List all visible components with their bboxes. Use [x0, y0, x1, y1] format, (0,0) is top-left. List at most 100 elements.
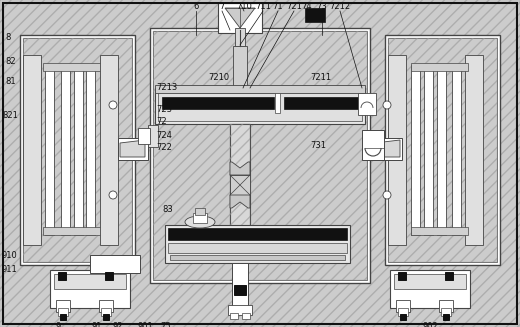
Bar	[148, 125, 158, 147]
Bar	[411, 63, 468, 71]
Text: 91: 91	[92, 322, 102, 327]
Bar	[45, 65, 54, 235]
Bar	[50, 270, 130, 308]
Bar	[43, 227, 100, 235]
Bar	[232, 263, 248, 308]
Text: 92: 92	[113, 322, 123, 327]
Text: 910: 910	[2, 250, 18, 260]
Bar	[101, 308, 111, 316]
Circle shape	[109, 191, 117, 199]
Text: 74: 74	[302, 2, 313, 11]
Text: 7: 7	[219, 2, 225, 11]
Text: 723: 723	[156, 106, 172, 114]
Bar	[394, 274, 466, 289]
Bar	[58, 308, 68, 316]
Bar	[74, 65, 83, 235]
Bar	[230, 124, 250, 254]
Text: 8: 8	[5, 33, 10, 43]
Ellipse shape	[185, 216, 215, 228]
Polygon shape	[230, 195, 250, 208]
Bar	[233, 46, 247, 91]
Bar	[372, 138, 402, 160]
Text: 9: 9	[55, 322, 61, 327]
Bar	[400, 314, 406, 320]
Text: 731: 731	[310, 141, 326, 149]
Bar	[275, 93, 280, 113]
Polygon shape	[225, 8, 255, 28]
Bar	[235, 28, 245, 46]
Bar	[234, 285, 246, 295]
Bar	[195, 208, 205, 215]
Bar	[362, 130, 384, 160]
Text: 821: 821	[2, 111, 18, 119]
Bar	[90, 255, 140, 273]
Bar	[411, 65, 420, 235]
Text: 722: 722	[156, 144, 172, 152]
Bar	[441, 308, 451, 316]
Bar	[105, 272, 113, 280]
Text: 7210: 7210	[208, 74, 229, 82]
Bar	[228, 305, 252, 315]
Bar	[168, 243, 347, 253]
Text: 724: 724	[156, 130, 172, 140]
Text: 721: 721	[286, 2, 302, 11]
Bar	[193, 213, 207, 223]
Bar	[155, 88, 365, 124]
Bar	[465, 55, 483, 245]
Bar	[56, 300, 70, 312]
Bar	[162, 97, 274, 109]
Text: 911: 911	[2, 266, 18, 274]
Text: 902: 902	[422, 322, 438, 327]
Bar	[218, 3, 262, 33]
Bar	[54, 274, 126, 289]
Bar	[230, 313, 238, 319]
Bar	[230, 124, 250, 254]
Text: 6: 6	[193, 2, 199, 11]
Text: 75: 75	[161, 322, 171, 327]
Bar	[103, 314, 109, 320]
Bar	[61, 65, 70, 235]
Text: 7212: 7212	[330, 2, 350, 11]
Bar	[138, 128, 150, 144]
Text: 710: 710	[236, 2, 252, 11]
Bar	[385, 35, 500, 265]
Bar	[398, 272, 406, 280]
Bar	[390, 270, 470, 308]
Bar	[398, 308, 408, 316]
Bar	[396, 300, 410, 312]
Bar	[153, 31, 367, 280]
Text: 81: 81	[5, 77, 16, 87]
Text: 83: 83	[162, 205, 173, 215]
Bar	[23, 38, 132, 262]
Circle shape	[383, 101, 391, 109]
Text: 711: 711	[255, 2, 271, 11]
Bar	[388, 55, 406, 245]
Bar	[168, 228, 347, 240]
Bar	[23, 55, 41, 245]
Bar	[439, 300, 453, 312]
Text: 72: 72	[156, 117, 166, 127]
Bar	[150, 28, 370, 283]
Text: 901: 901	[137, 322, 153, 327]
Polygon shape	[230, 162, 250, 175]
Bar	[437, 65, 446, 235]
Bar	[118, 138, 148, 160]
Bar	[99, 300, 113, 312]
Bar	[358, 93, 376, 115]
Bar	[153, 31, 367, 280]
Circle shape	[383, 191, 391, 199]
Bar	[411, 227, 468, 235]
Bar	[242, 313, 250, 319]
Bar	[165, 225, 350, 263]
Bar	[305, 8, 325, 22]
Bar	[388, 38, 497, 262]
Bar	[20, 35, 135, 265]
Bar	[58, 272, 66, 280]
Bar	[155, 85, 365, 93]
Bar	[445, 272, 453, 280]
Bar	[100, 55, 118, 245]
Polygon shape	[375, 140, 400, 157]
Bar	[424, 65, 433, 235]
Text: 71: 71	[272, 2, 283, 11]
Text: 73: 73	[317, 2, 328, 11]
